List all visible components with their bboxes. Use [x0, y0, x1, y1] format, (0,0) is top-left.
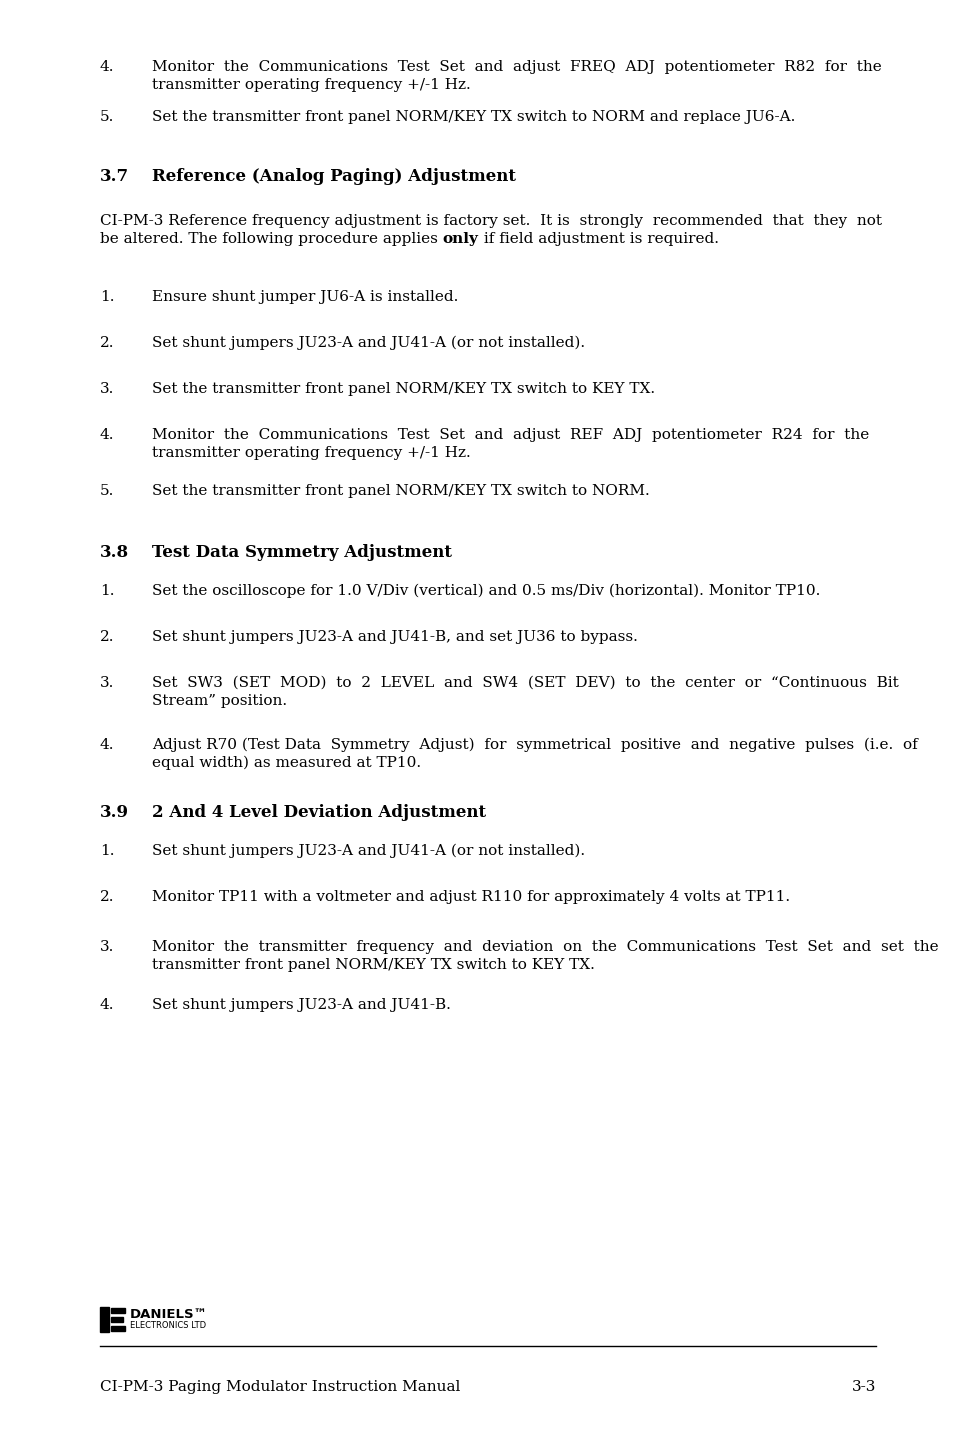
Bar: [111, 1307, 125, 1313]
Text: Set the transmitter front panel NORM/KEY TX switch to NORM and replace JU6-A.: Set the transmitter front panel NORM/KEY…: [152, 111, 795, 124]
Text: Set the transmitter front panel NORM/KEY TX switch to NORM.: Set the transmitter front panel NORM/KEY…: [152, 484, 650, 499]
Text: ELECTRONICS LTD: ELECTRONICS LTD: [130, 1322, 206, 1330]
Text: 2 And 4 Level Deviation Adjustment: 2 And 4 Level Deviation Adjustment: [152, 804, 486, 822]
Text: 1.: 1.: [100, 843, 114, 858]
Text: Stream” position.: Stream” position.: [152, 694, 287, 708]
Text: 3.: 3.: [100, 676, 114, 691]
Text: 2.: 2.: [100, 336, 114, 350]
Text: Test Data Symmetry Adjustment: Test Data Symmetry Adjustment: [152, 544, 452, 561]
Bar: [111, 1326, 125, 1330]
Text: be altered. The following procedure applies: be altered. The following procedure appl…: [100, 233, 443, 246]
Text: 3.7: 3.7: [100, 169, 129, 185]
Text: Set the transmitter front panel NORM/KEY TX switch to KEY TX.: Set the transmitter front panel NORM/KEY…: [152, 382, 655, 395]
Text: 3.: 3.: [100, 939, 114, 954]
Text: only: only: [443, 233, 478, 246]
Text: Monitor  the  transmitter  frequency  and  deviation  on  the  Communications  T: Monitor the transmitter frequency and de…: [152, 939, 939, 954]
Text: 1.: 1.: [100, 289, 114, 304]
Text: 3.: 3.: [100, 382, 114, 395]
Text: 3.8: 3.8: [100, 544, 129, 561]
Text: 4.: 4.: [100, 739, 114, 752]
Text: 4.: 4.: [100, 997, 114, 1012]
Text: transmitter operating frequency +/-1 Hz.: transmitter operating frequency +/-1 Hz.: [152, 79, 470, 92]
Text: 1.: 1.: [100, 585, 114, 598]
Text: Monitor  the  Communications  Test  Set  and  adjust  REF  ADJ  potentiometer  R: Monitor the Communications Test Set and …: [152, 427, 870, 442]
Text: equal width) as measured at TP10.: equal width) as measured at TP10.: [152, 756, 421, 771]
Text: Set shunt jumpers JU23-A and JU41-B.: Set shunt jumpers JU23-A and JU41-B.: [152, 997, 451, 1012]
Text: 4.: 4.: [100, 60, 114, 74]
Text: 5.: 5.: [100, 484, 114, 499]
Text: Monitor  the  Communications  Test  Set  and  adjust  FREQ  ADJ  potentiometer  : Monitor the Communications Test Set and …: [152, 60, 881, 74]
Text: Set shunt jumpers JU23-A and JU41-A (or not installed).: Set shunt jumpers JU23-A and JU41-A (or …: [152, 336, 586, 350]
Text: 2.: 2.: [100, 890, 114, 904]
Text: Set  SW3  (SET  MOD)  to  2  LEVEL  and  SW4  (SET  DEV)  to  the  center  or  “: Set SW3 (SET MOD) to 2 LEVEL and SW4 (SE…: [152, 676, 899, 691]
Text: Adjust R70 (Test Data  Symmetry  Adjust)  for  symmetrical  positive  and  negat: Adjust R70 (Test Data Symmetry Adjust) f…: [152, 739, 917, 752]
Text: if field adjustment is required.: if field adjustment is required.: [478, 233, 718, 246]
Text: transmitter operating frequency +/-1 Hz.: transmitter operating frequency +/-1 Hz.: [152, 446, 470, 459]
Text: transmitter front panel NORM/KEY TX switch to KEY TX.: transmitter front panel NORM/KEY TX swit…: [152, 958, 595, 973]
Text: CI-PM-3 Reference frequency adjustment is factory set.  It is  strongly  recomme: CI-PM-3 Reference frequency adjustment i…: [100, 214, 882, 228]
Text: Monitor TP11 with a voltmeter and adjust R110 for approximately 4 volts at TP11.: Monitor TP11 with a voltmeter and adjust…: [152, 890, 791, 904]
Text: 3-3: 3-3: [852, 1380, 876, 1394]
Text: CI-PM-3 Paging Modulator Instruction Manual: CI-PM-3 Paging Modulator Instruction Man…: [100, 1380, 461, 1394]
Bar: [100, 1307, 109, 1332]
Text: Reference (Analog Paging) Adjustment: Reference (Analog Paging) Adjustment: [152, 169, 516, 185]
Text: 3.9: 3.9: [100, 804, 129, 822]
Text: Set shunt jumpers JU23-A and JU41-B, and set JU36 to bypass.: Set shunt jumpers JU23-A and JU41-B, and…: [152, 630, 638, 644]
Text: 5.: 5.: [100, 111, 114, 124]
Text: Set the oscilloscope for 1.0 V/Div (vertical) and 0.5 ms/Div (horizontal). Monit: Set the oscilloscope for 1.0 V/Div (vert…: [152, 585, 821, 599]
Text: DANIELS™: DANIELS™: [130, 1309, 208, 1322]
Text: Set shunt jumpers JU23-A and JU41-A (or not installed).: Set shunt jumpers JU23-A and JU41-A (or …: [152, 843, 586, 858]
Bar: [111, 1316, 123, 1322]
Text: 4.: 4.: [100, 427, 114, 442]
Text: 2.: 2.: [100, 630, 114, 644]
Text: Ensure shunt jumper JU6-A is installed.: Ensure shunt jumper JU6-A is installed.: [152, 289, 459, 304]
